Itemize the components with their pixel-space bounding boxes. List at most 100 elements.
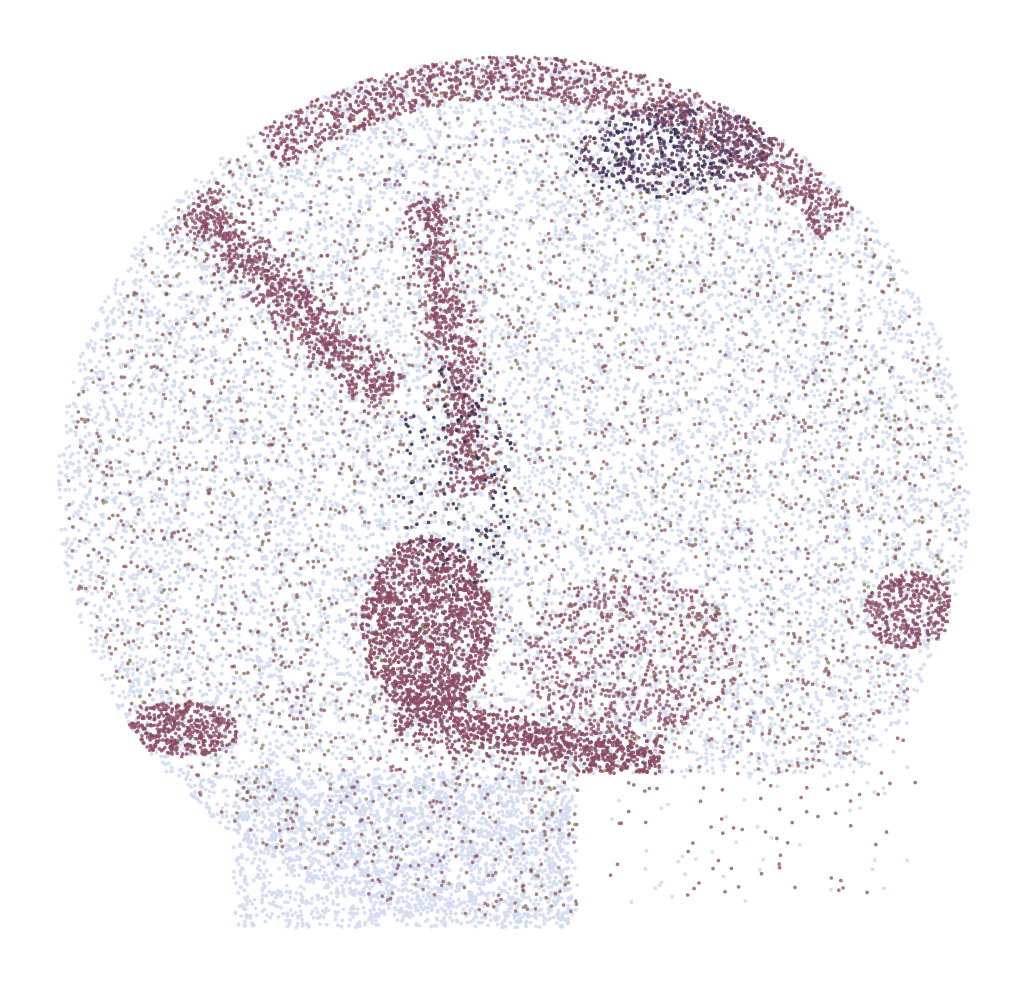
scatter-point bbox=[272, 392, 276, 396]
scatter-point bbox=[243, 401, 247, 405]
scatter-point bbox=[170, 489, 174, 493]
scatter-point bbox=[759, 599, 763, 603]
scatter-point bbox=[82, 485, 86, 489]
scatter-point bbox=[351, 699, 355, 703]
scatter-point bbox=[592, 264, 596, 268]
scatter-point bbox=[91, 649, 95, 653]
scatter-point bbox=[120, 384, 124, 388]
scatter-point bbox=[145, 645, 149, 649]
scatter-point bbox=[130, 593, 134, 597]
scatter-point bbox=[121, 618, 125, 622]
scatter-point bbox=[63, 527, 67, 531]
scatter-point bbox=[385, 186, 389, 190]
scatter-point bbox=[772, 370, 776, 374]
scatter-point bbox=[328, 523, 332, 527]
scatter-point bbox=[395, 191, 399, 195]
scatter-point bbox=[799, 264, 803, 268]
scatter-point bbox=[692, 417, 696, 421]
scatter-point bbox=[393, 404, 397, 408]
scatter-point bbox=[784, 496, 788, 500]
scatter-point bbox=[430, 500, 434, 504]
scatter-point bbox=[186, 764, 190, 768]
scatter-point bbox=[339, 751, 343, 755]
scatter-point bbox=[500, 447, 504, 451]
scatter-point bbox=[297, 603, 301, 607]
scatter-point bbox=[837, 761, 841, 765]
scatter-point bbox=[720, 484, 724, 488]
scatter-point bbox=[653, 644, 657, 648]
scatter-point bbox=[787, 401, 791, 405]
scatter-point bbox=[591, 229, 595, 233]
scatter-point bbox=[768, 716, 772, 720]
scatter-point bbox=[769, 509, 773, 513]
scatter-point bbox=[158, 520, 162, 524]
scatter-point bbox=[713, 667, 717, 671]
scatter-point bbox=[141, 518, 145, 522]
scatter-point bbox=[303, 744, 307, 748]
scatter-point bbox=[597, 560, 601, 564]
scatter-point bbox=[866, 581, 870, 585]
scatter-point bbox=[784, 565, 788, 569]
scatter-point bbox=[794, 438, 798, 442]
scatter-point bbox=[299, 683, 303, 687]
scatter-point bbox=[732, 369, 736, 373]
scatter-point bbox=[630, 472, 634, 476]
scatter-point bbox=[287, 477, 291, 481]
scatter-point bbox=[833, 764, 837, 768]
scatter-point bbox=[604, 268, 608, 272]
scatter-point bbox=[200, 359, 204, 363]
scatter-point bbox=[724, 229, 728, 233]
scatter-point bbox=[493, 384, 497, 388]
scatter-point bbox=[577, 184, 581, 188]
scatter-point bbox=[491, 679, 495, 683]
scatter-point bbox=[721, 280, 725, 284]
scatter-point bbox=[291, 593, 295, 597]
scatter-point bbox=[297, 495, 301, 499]
scatter-point bbox=[806, 463, 810, 467]
scatter-point bbox=[920, 421, 924, 425]
scatter-point bbox=[185, 304, 189, 308]
scatter-point bbox=[180, 612, 184, 616]
scatter-point bbox=[609, 257, 613, 261]
scatter-point bbox=[339, 408, 343, 412]
scatter-point bbox=[198, 689, 202, 693]
scatter-point bbox=[383, 308, 387, 312]
scatter-point bbox=[493, 352, 497, 356]
scatter-point bbox=[518, 643, 522, 647]
scatter-point bbox=[493, 577, 497, 581]
scatter-point bbox=[335, 696, 339, 700]
scatter-point bbox=[584, 184, 588, 188]
scatter-point bbox=[674, 429, 678, 433]
scatter-point bbox=[939, 399, 943, 403]
scatter-point bbox=[319, 635, 323, 639]
scatter-point bbox=[368, 728, 372, 732]
scatter-point bbox=[633, 256, 637, 260]
scatter-point bbox=[288, 249, 292, 253]
scatter-point bbox=[298, 532, 302, 536]
scatter-point bbox=[320, 448, 324, 452]
scatter-point bbox=[616, 279, 620, 283]
scatter-point bbox=[689, 549, 693, 553]
scatter-point bbox=[634, 485, 638, 489]
scatter-point bbox=[814, 591, 818, 595]
scatter-point bbox=[835, 248, 839, 252]
scatter-point bbox=[102, 489, 106, 493]
scatter-point bbox=[508, 360, 512, 364]
scatter-point bbox=[666, 566, 670, 570]
scatter-point bbox=[600, 94, 604, 98]
scatter-point bbox=[560, 200, 564, 204]
scatter-point bbox=[782, 641, 786, 645]
scatter-point bbox=[535, 468, 539, 472]
scatter-point bbox=[495, 185, 499, 189]
scatter-point bbox=[789, 370, 793, 374]
scatter-point bbox=[735, 625, 739, 629]
scatter-point bbox=[273, 360, 277, 364]
scatter-point bbox=[128, 337, 132, 341]
scatter-point bbox=[690, 402, 694, 406]
scatter-point bbox=[766, 205, 770, 209]
scatter-point bbox=[533, 318, 537, 322]
scatter-point bbox=[853, 677, 857, 681]
scatter-point bbox=[883, 319, 887, 323]
scatter-point bbox=[416, 386, 420, 390]
scatter-point bbox=[594, 395, 598, 399]
